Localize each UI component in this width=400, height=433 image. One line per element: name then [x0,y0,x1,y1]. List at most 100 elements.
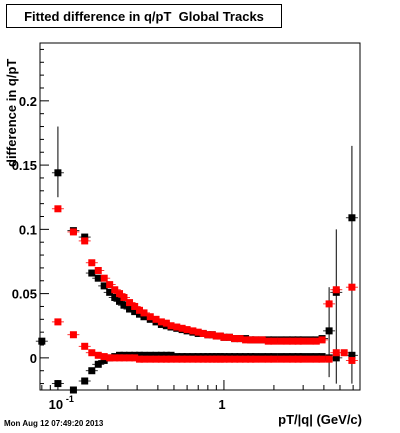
series-3-point [152,315,160,323]
series-3-point [216,332,224,340]
x-tick-label: 1 [218,397,225,412]
series-3-point [162,319,170,327]
series-3-point [299,337,307,345]
series-2-point [94,274,102,282]
series-1-point [178,355,186,363]
series-3-point [208,331,216,339]
series-3-point [312,337,320,345]
series-3-point [348,283,356,291]
series-0-point [88,367,96,375]
series-0-point [69,386,77,394]
series-3-point [258,336,266,344]
series-1-point [146,355,154,363]
series-3-point [189,327,197,335]
series-3-point [140,309,148,317]
y-tick-label: 0.05 [12,287,37,302]
series-1-point [204,355,212,363]
series-1-point [199,355,207,363]
timestamp-label: Mon Aug 12 07:49:20 2013 [4,419,104,428]
y-tick-label: 0.2 [19,94,37,109]
series-3-point [131,302,139,310]
series-1-point [277,355,285,363]
series-3-point [212,332,220,340]
series-2-point [131,308,139,316]
series-0-point [167,351,175,359]
series-2-point [140,313,148,321]
series-1-point [157,355,165,363]
series-3-point [94,266,102,274]
series-1-point [131,354,139,362]
series-1-point [325,355,333,363]
series-1-point [167,355,175,363]
series-1-point [189,355,197,363]
series-3-point [173,323,181,331]
series-3-point [157,318,165,326]
series-3-point [283,337,291,345]
series-1-point [340,349,348,357]
series-3-point [289,337,297,345]
series-0-point [348,351,356,359]
series-2-point [116,297,124,305]
series-0-point [157,351,165,359]
series-1-point [152,355,160,363]
y-tick-label: 0 [30,351,37,366]
series-1-point [140,355,148,363]
chart-title: Fitted difference in q/pT Global Tracks [6,4,282,28]
series-3-point [120,293,128,301]
series-1-point [208,355,216,363]
series-2-point [54,169,62,177]
series-1-point [120,354,128,362]
series-3-point [318,336,326,344]
series-3-point [199,329,207,337]
series-1-point [135,355,143,363]
series-1-point [212,355,220,363]
series-1-point [69,331,77,339]
series-2-point [111,293,119,301]
series-1-point [242,355,250,363]
series-1-point [183,355,191,363]
series-2-point [120,301,128,309]
series-1-point [94,351,102,359]
series-1-point [247,355,255,363]
y-axis-label: difference in q/pT [4,58,19,167]
series-1-point [236,355,244,363]
series-3-point [332,286,340,294]
series-3-point [194,328,202,336]
series-0-point [332,354,340,362]
series-0-point [100,356,108,364]
series-3-point [325,300,333,308]
series-2-point [100,282,108,290]
series-3-point [242,336,250,344]
series-3-point [111,286,119,294]
series-1-point [312,355,320,363]
y-tick-label: 0.1 [19,222,37,237]
series-0-point [54,380,62,388]
series-0-point [146,351,154,359]
series-1-point [270,355,278,363]
series-1-point [299,355,307,363]
series-1-point [264,355,272,363]
series-0-point [140,351,148,359]
x-tick-label: 10 [49,397,63,412]
series-3-point [204,331,212,339]
series-3-point [183,326,191,334]
series-3-point [167,322,175,330]
series-1-point [306,355,314,363]
series-3-point [116,290,124,298]
series-1-point [225,355,233,363]
series-0-point [94,360,102,368]
x-tick-exponent: -1 [66,394,74,404]
series-2-point [348,214,356,222]
series-1-point [348,356,356,364]
series-1-point [220,355,228,363]
series-1-point [116,354,124,362]
series-3-point [54,205,62,213]
series-0-point [38,337,46,345]
series-2-point [88,269,96,277]
series-2-point [325,327,333,335]
series-1-point [100,353,108,361]
series-3-point [306,337,314,345]
series-3-point [231,335,239,343]
series-1-point [126,354,134,362]
